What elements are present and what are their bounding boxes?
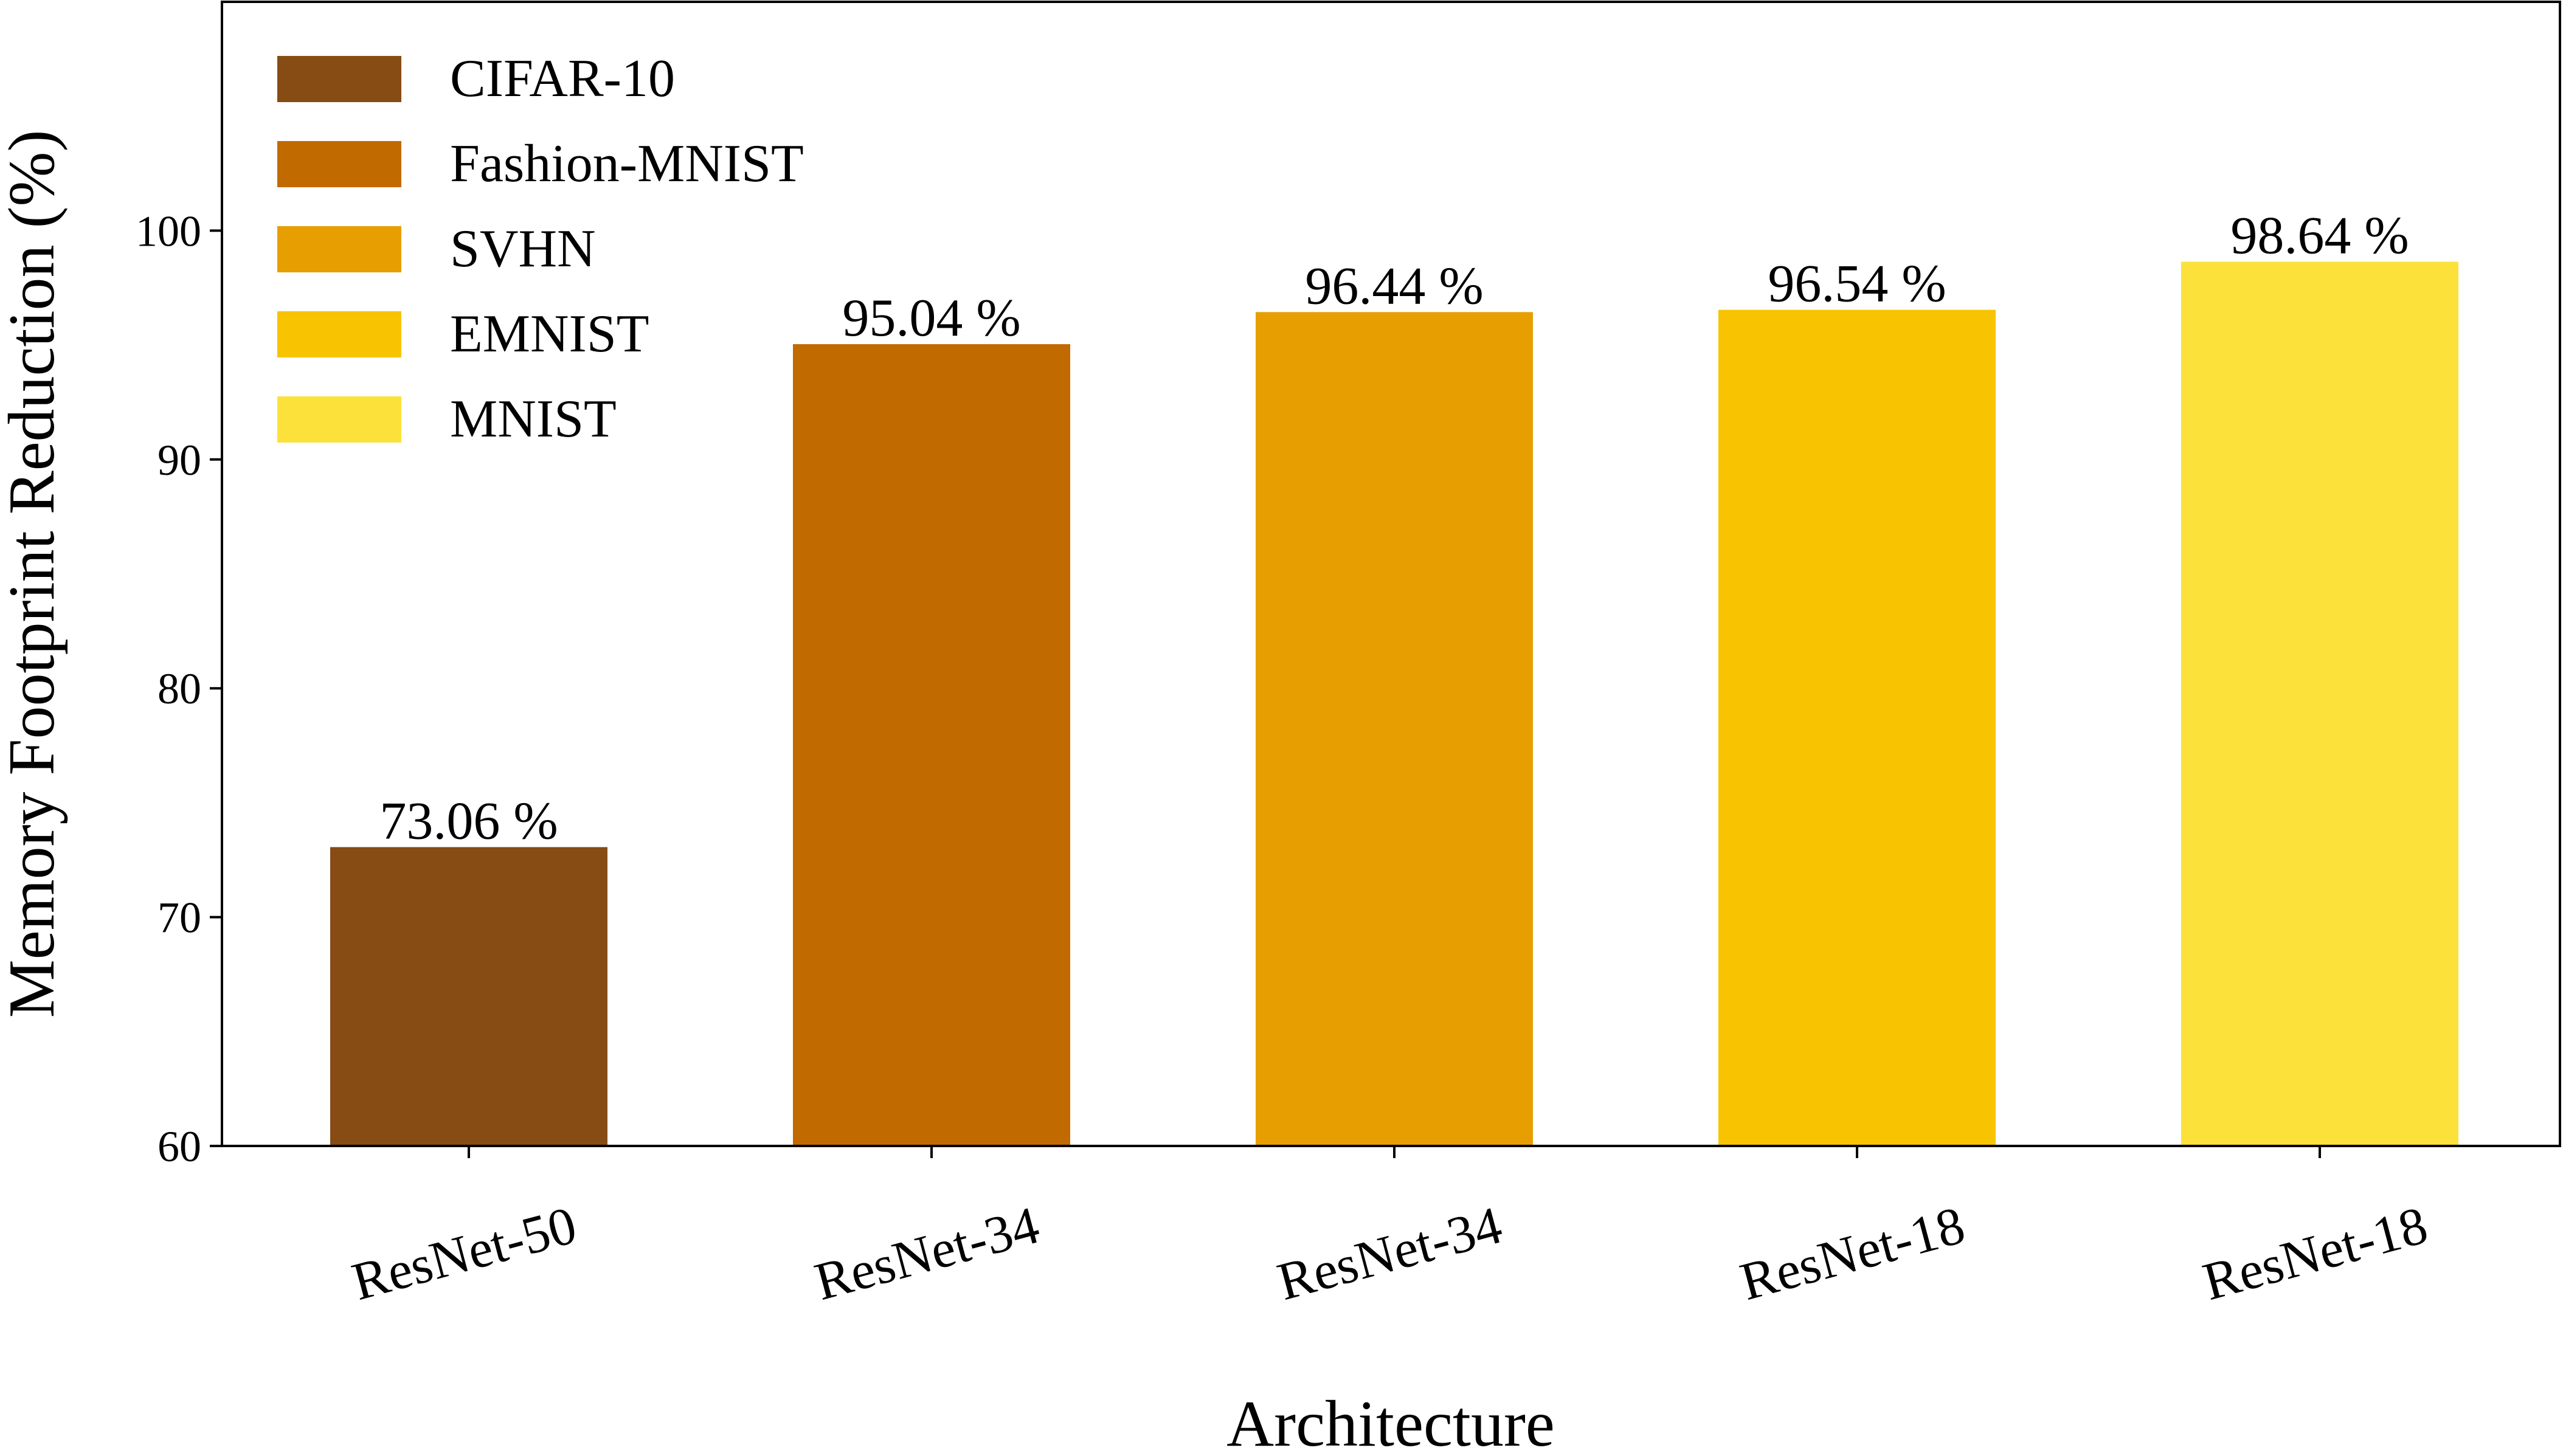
legend-label-1: CIFAR-10 bbox=[450, 49, 675, 108]
data-label-3: 96.44 % bbox=[1305, 257, 1483, 316]
y-axis-title: Memory Footprint Reduction (%) bbox=[0, 130, 68, 1018]
plot-frame bbox=[221, 1, 2561, 1147]
bar-3 bbox=[1256, 312, 1533, 1146]
x-axis-title: Architecture bbox=[1226, 1388, 1555, 1453]
legend-swatch-3 bbox=[277, 226, 401, 272]
y-tick-label-60: 60 bbox=[157, 1122, 201, 1171]
legend-swatch-2 bbox=[277, 141, 401, 187]
y-tick-label-90: 90 bbox=[157, 436, 201, 485]
legend-swatch-4 bbox=[277, 311, 401, 357]
data-label-1: 73.06 % bbox=[379, 792, 558, 850]
bar-2 bbox=[793, 344, 1070, 1146]
data-label-4: 96.54 % bbox=[1768, 255, 1946, 314]
y-tick-label-100: 100 bbox=[136, 207, 201, 255]
data-label-2: 95.04 % bbox=[842, 289, 1020, 348]
legend-label-4: EMNIST bbox=[450, 305, 649, 364]
legend: CIFAR-10 Fashion-MNIST SVHN EMNIST MNIST bbox=[277, 49, 804, 449]
bar-4 bbox=[1718, 309, 1996, 1146]
bars-layer: 73.06 % 95.04 % 96.44 % 96.54 % 98.64 % bbox=[330, 207, 2458, 1147]
legend-label-3: SVHN bbox=[450, 219, 596, 278]
legend-label-5: MNIST bbox=[450, 390, 617, 449]
legend-label-2: Fashion-MNIST bbox=[450, 134, 804, 193]
y-tick-label-80: 80 bbox=[157, 664, 201, 713]
bar-5 bbox=[2181, 261, 2458, 1147]
legend-swatch-5 bbox=[277, 396, 401, 443]
bar-1 bbox=[330, 847, 607, 1146]
data-label-5: 98.64 % bbox=[2230, 207, 2409, 266]
y-tick-label-70: 70 bbox=[157, 894, 201, 942]
legend-swatch-1 bbox=[277, 56, 401, 102]
